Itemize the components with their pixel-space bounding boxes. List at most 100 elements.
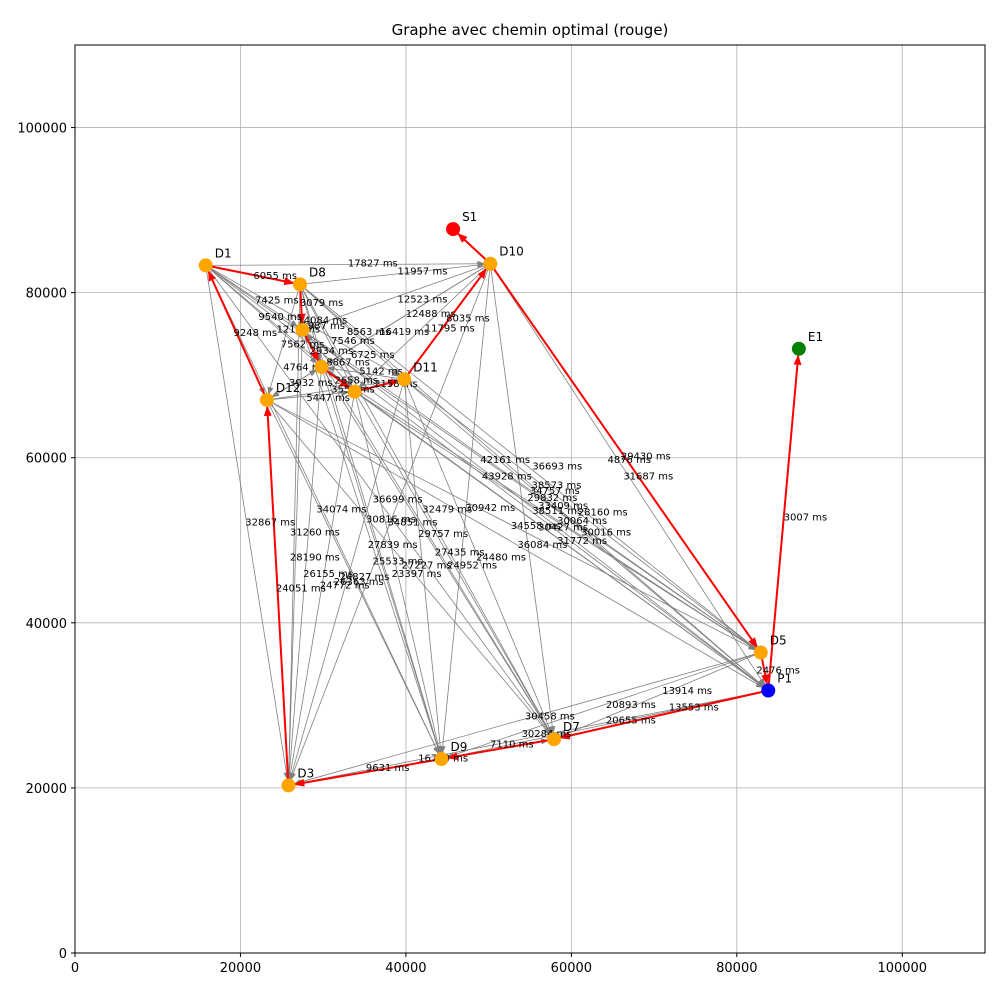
node-label: D1 <box>215 246 232 260</box>
edge-weight-label: 6055 ms <box>253 271 297 282</box>
x-tick-label: 0 <box>71 961 79 976</box>
edge-weight-label: 29430 ms <box>621 452 671 463</box>
node-marker <box>293 277 308 292</box>
node-marker <box>761 683 776 698</box>
graph-edge <box>293 690 769 786</box>
edge-weight-label: 7425 ms <box>255 296 299 307</box>
node-label: D8 <box>309 265 326 279</box>
edge-weight-label: 9248 ms <box>234 328 278 339</box>
edge-weight-label: 3007 ms <box>784 513 828 524</box>
edge-weight-label: 30064 ms <box>557 516 607 527</box>
edge-weight-label: 20655 ms <box>606 716 656 727</box>
edge-weight-label: 30942 ms <box>465 503 515 514</box>
edge-weight-label: 2934 ms <box>310 346 354 357</box>
graph-edge <box>299 284 353 388</box>
graph-edge <box>404 378 757 650</box>
edge-weight-label: 1987 ms <box>301 321 345 332</box>
node-label: D3 <box>297 766 314 780</box>
graph-edge <box>285 329 303 781</box>
y-tick-label: 100000 <box>17 122 67 137</box>
edge-weight-label: 34074 ms <box>316 504 366 515</box>
edge-weight-label: 34851 ms <box>388 518 438 529</box>
edge-weight-label: 24772 ms <box>320 580 370 591</box>
optimal-path-edge <box>559 689 769 740</box>
edge-weight-label: 30284 ms <box>522 729 572 740</box>
graph-edge <box>205 265 299 328</box>
optimal-path-edge <box>447 738 555 761</box>
graph-edge <box>266 378 400 401</box>
node-marker <box>446 222 461 237</box>
edge-weight-label: 32867 ms <box>245 518 295 529</box>
edge-weight-label: 2658 ms <box>334 376 378 387</box>
edge-weight-label: 33409 ms <box>538 501 588 512</box>
graph-edge <box>326 365 405 380</box>
edge-weight-label: 24480 ms <box>476 552 526 563</box>
graph-edge <box>307 263 491 329</box>
graph-edge <box>266 399 440 755</box>
node-marker <box>314 359 329 374</box>
graph-edge <box>285 284 301 781</box>
node-label: D7 <box>563 720 580 734</box>
edge-weight-label: 3079 ms <box>300 298 344 309</box>
y-tick-label: 60000 <box>26 452 67 467</box>
node-label: D11 <box>413 360 438 374</box>
edge-weight-label: 9631 ms <box>366 763 410 774</box>
graph-edge <box>489 263 766 687</box>
graph-edge <box>293 652 761 785</box>
graph-edge <box>266 369 318 401</box>
optimal-path-edge <box>767 354 802 691</box>
edge-weight-label: 36693 ms <box>532 461 582 472</box>
edge-weight-label: 7562 ms <box>281 339 325 350</box>
edge-weight-label: 30016 ms <box>581 528 631 539</box>
node-marker <box>198 258 213 273</box>
graph-edge <box>299 284 757 650</box>
graph-edge <box>205 265 290 781</box>
edge-weight-label: 9540 ms <box>258 312 302 323</box>
graph-edge <box>205 265 440 755</box>
node-label: D10 <box>499 245 524 259</box>
x-tick-label: 60000 <box>551 961 592 976</box>
graph-edge <box>302 329 441 755</box>
edge-weight-label: 29832 ms <box>527 493 577 504</box>
graph-edge <box>558 652 761 738</box>
graph-edge <box>267 284 301 396</box>
node-label: P1 <box>777 672 792 686</box>
graph-edge <box>321 366 765 688</box>
edge-weight-label: 31260 ms <box>290 528 340 539</box>
edge-weight-label: 12488 ms <box>406 309 456 320</box>
graph-edge <box>358 263 491 389</box>
node-marker <box>295 322 310 337</box>
edge-weight-label: 36084 ms <box>517 540 567 551</box>
graph-edge <box>299 284 552 735</box>
optimal-path-edge <box>263 405 290 786</box>
edge-weight-label: 30816 ms <box>366 514 416 525</box>
graph-edge <box>266 399 757 651</box>
edge-weight-label: 28190 ms <box>290 552 340 563</box>
edge-weight-label: 17827 ms <box>348 258 398 269</box>
edge-weight-label: 26155 ms <box>303 569 353 580</box>
edge-weight-label: 13553 ms <box>669 703 719 714</box>
optimal-path-edge <box>403 268 487 380</box>
edge-weight-label: 13914 ms <box>662 686 712 697</box>
node-marker <box>546 732 561 747</box>
graph-edge <box>266 399 764 688</box>
graph-edge <box>299 262 486 285</box>
edge-weight-label: 29757 ms <box>418 529 468 540</box>
edge-weight-label: 31687 ms <box>623 471 673 482</box>
node-layer <box>198 222 806 793</box>
node-marker <box>281 778 296 793</box>
y-tick-label: 0 <box>59 947 67 962</box>
node-marker <box>483 256 498 271</box>
node-marker <box>347 384 362 399</box>
graph-edge <box>446 652 761 758</box>
node-label: E1 <box>808 330 823 344</box>
graph-edge <box>439 263 491 755</box>
graph-edge <box>266 389 350 401</box>
graph-edge <box>289 379 405 781</box>
edge-weight-label: 26363 ms <box>334 577 384 588</box>
edge-layer <box>205 260 769 787</box>
graph-edge <box>321 366 757 650</box>
